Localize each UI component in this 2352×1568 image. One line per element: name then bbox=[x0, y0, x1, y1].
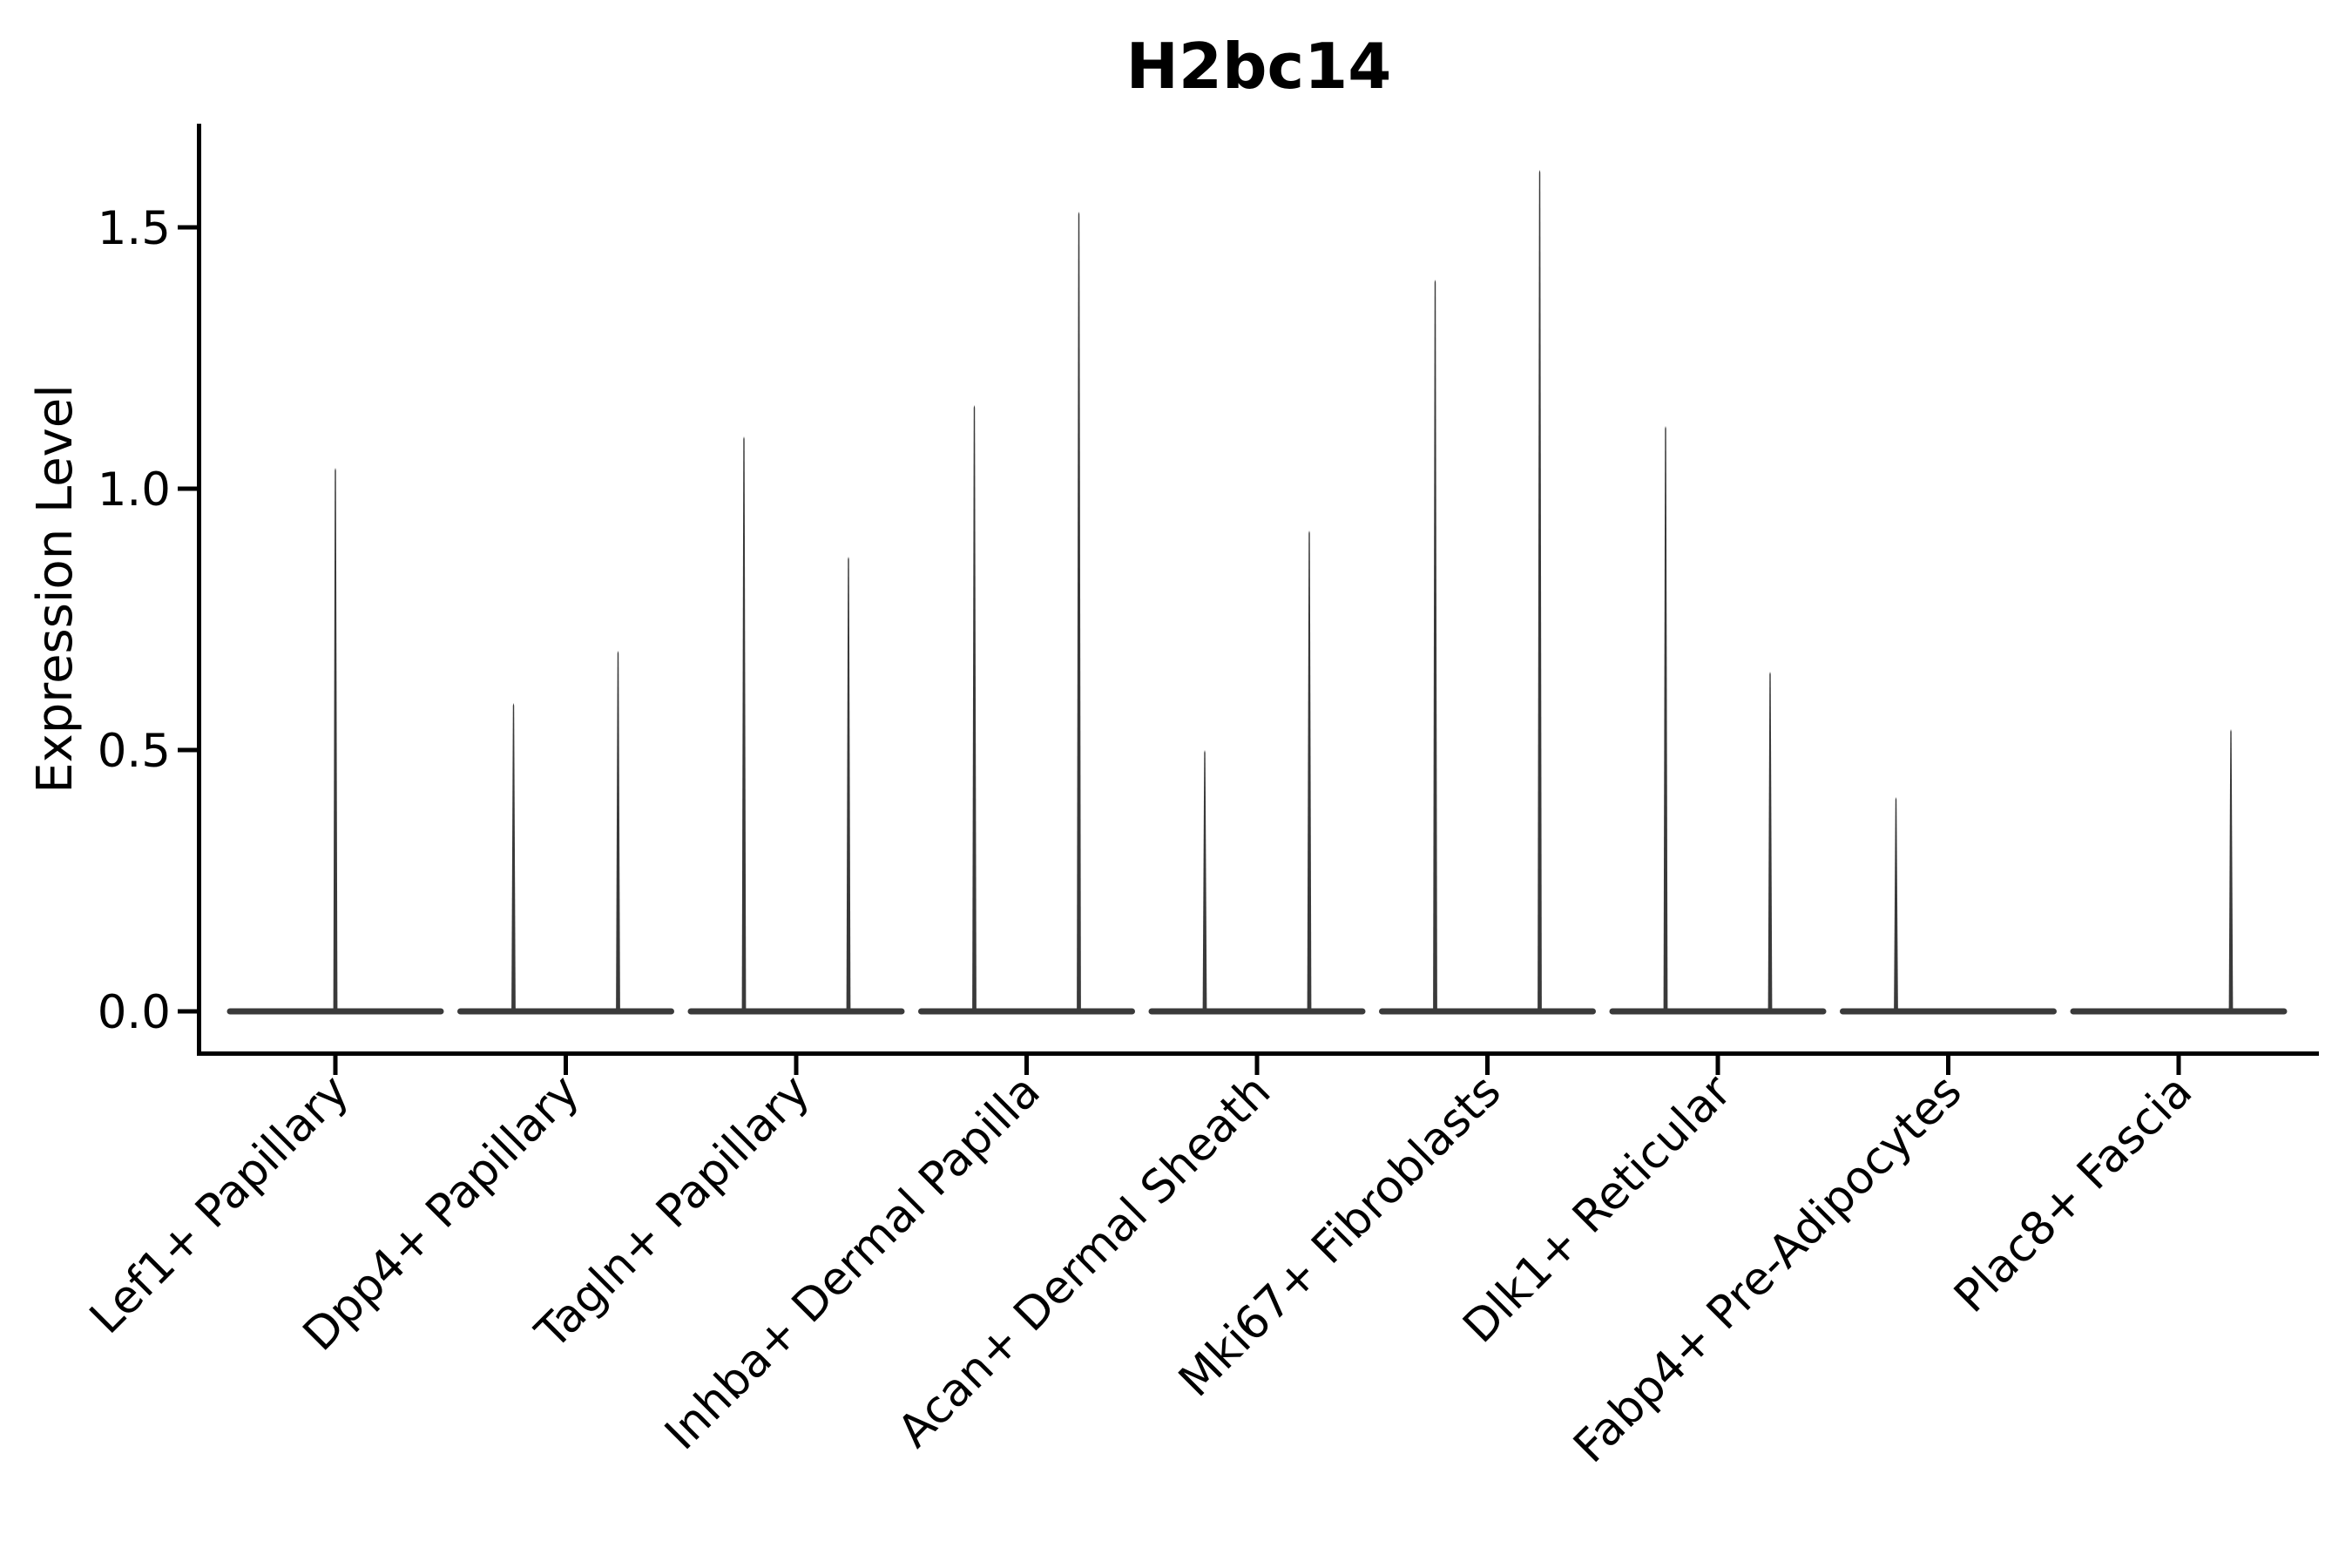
x-tick-mark bbox=[1024, 1056, 1029, 1075]
violin-spike bbox=[741, 436, 747, 1013]
violin-spike bbox=[1433, 280, 1437, 1013]
x-tick-mark bbox=[333, 1056, 338, 1075]
x-tick-label: Plac8+ Fascia bbox=[1944, 1065, 2202, 1323]
violin-spike bbox=[1307, 531, 1312, 1013]
y-tick-label: 1.0 bbox=[98, 463, 171, 517]
violin-spike bbox=[616, 651, 620, 1013]
x-tick-label: Inhba+ Dermal Papilla bbox=[655, 1065, 1050, 1460]
y-tick-mark bbox=[178, 747, 197, 753]
y-axis-ticks: 0.0 0.5 1.0 1.5 bbox=[98, 202, 197, 1039]
x-tick-mark bbox=[564, 1056, 568, 1075]
violin-spike bbox=[1202, 750, 1207, 1013]
violin-spike bbox=[2228, 729, 2234, 1013]
axes-layer bbox=[197, 124, 2319, 1056]
x-tick-mark bbox=[794, 1056, 799, 1075]
violin-spike bbox=[1663, 426, 1668, 1013]
y-axis-spine bbox=[197, 124, 201, 1056]
violin-spike bbox=[1538, 170, 1542, 1013]
violins-layer bbox=[226, 170, 2288, 1015]
y-tick-label: 0.5 bbox=[98, 725, 171, 778]
y-tick-mark bbox=[178, 225, 197, 230]
violin-spike bbox=[846, 557, 851, 1013]
violin-spike bbox=[333, 468, 338, 1013]
x-tick-label: Fabp4+ Pre-Adipocytes bbox=[1564, 1065, 1971, 1473]
x-tick-label: Acan+ Dermal Sheath bbox=[889, 1065, 1281, 1458]
violin-spike bbox=[1077, 212, 1081, 1013]
plot-title: H2bc14 bbox=[1126, 30, 1392, 103]
y-axis-label: Expression Level bbox=[27, 384, 84, 794]
violin-spike bbox=[511, 703, 516, 1013]
y-tick-mark bbox=[178, 1009, 197, 1014]
violin-spike bbox=[972, 405, 977, 1013]
violin-spike bbox=[1894, 797, 1898, 1013]
x-tick-mark bbox=[1485, 1056, 1490, 1075]
x-tick-mark bbox=[1715, 1056, 1720, 1075]
x-tick-mark bbox=[1946, 1056, 1950, 1075]
x-axis-spine bbox=[197, 1051, 2319, 1056]
y-tick-label: 0.0 bbox=[98, 986, 171, 1039]
y-tick-label: 1.5 bbox=[98, 202, 171, 255]
y-tick-mark bbox=[178, 486, 197, 491]
x-tick-mark bbox=[1254, 1056, 1260, 1075]
violin-spike bbox=[1767, 672, 1773, 1013]
x-tick-mark bbox=[2176, 1056, 2181, 1075]
